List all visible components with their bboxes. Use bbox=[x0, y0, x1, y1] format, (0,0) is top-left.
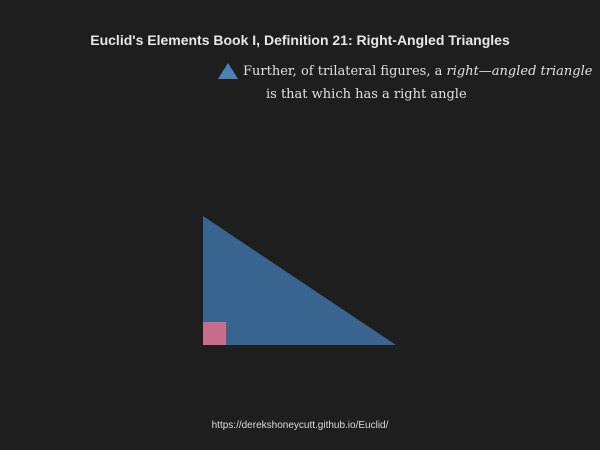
source-url[interactable]: https://derekshoneycutt.github.io/Euclid… bbox=[211, 420, 389, 431]
definition-line-2: is that which has a right angle bbox=[266, 87, 467, 102]
definition-text: Further, of trilateral figures, a right—… bbox=[243, 60, 592, 106]
right-angle-marker bbox=[203, 322, 226, 345]
page-title: Euclid's Elements Book I, Definition 21:… bbox=[90, 32, 510, 48]
definition-term: right—angled triangle bbox=[446, 64, 593, 79]
triangle-icon bbox=[218, 63, 238, 79]
right-angled-triangle bbox=[203, 216, 396, 345]
legend-triangle-shape bbox=[218, 63, 238, 79]
definition-line-1: Further, of trilateral figures, a right—… bbox=[243, 60, 592, 83]
definition-prefix: Further, of trilateral figures, a bbox=[243, 64, 447, 79]
